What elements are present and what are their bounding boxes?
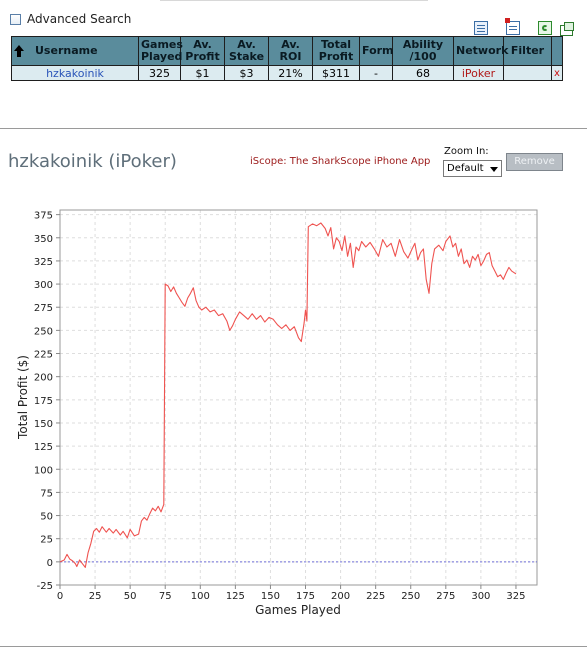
x-tick-label: 175 <box>296 591 315 602</box>
remove-button[interactable]: Remove <box>506 153 563 171</box>
profit-chart: 0 25 50 75 100 125 150 175 200 225 250 275 300 325-25… <box>16 209 538 617</box>
profit-series-line <box>59 222 517 568</box>
remove-row-icon[interactable]: x <box>554 68 560 79</box>
top-divider <box>160 0 428 1</box>
column-header-network[interactable]: Network <box>453 36 508 66</box>
table-icon[interactable] <box>505 18 520 35</box>
x-tick-label: 50 <box>124 591 137 602</box>
x-tick-label: 100 <box>191 591 210 602</box>
y-tick-label: 275 <box>34 303 53 314</box>
x-tick-label: 300 <box>471 591 490 602</box>
cell-form: - <box>359 65 393 81</box>
x-tick-label: 225 <box>366 591 385 602</box>
advanced-search-checkbox[interactable] <box>10 13 21 25</box>
column-header-total-profit[interactable]: Total Profit <box>312 36 360 66</box>
cell-filter <box>503 65 552 81</box>
column-header-av-profit[interactable]: Av. Profit <box>180 36 225 66</box>
column-header-games-played[interactable]: Games Played <box>138 36 183 66</box>
y-tick-label: 175 <box>34 396 53 407</box>
zoom-label: Zoom In: <box>444 146 489 157</box>
cell-games-played: 325 <box>138 65 181 81</box>
x-tick-label: 0 <box>57 591 63 602</box>
x-tick-label: 275 <box>436 591 455 602</box>
page-title: hzkakoinik (iPoker) <box>8 151 177 172</box>
results-table: Username Games Played Av. Profit Av. Sta… <box>11 36 563 81</box>
iscope-link[interactable]: iScope: The SharkScope iPhone App <box>250 156 431 167</box>
x-tick-label: 125 <box>226 591 245 602</box>
y-tick-label: -25 <box>37 581 53 592</box>
y-tick-label: 375 <box>34 211 53 222</box>
table-header-row: Username Games Played Av. Profit Av. Sta… <box>11 36 563 66</box>
bottom-divider <box>0 646 587 647</box>
y-tick-label: 50 <box>40 512 53 523</box>
cell-remove: x <box>551 65 563 81</box>
x-tick-label: 325 <box>506 591 525 602</box>
y-tick-label: 325 <box>34 257 53 268</box>
x-tick-label: 200 <box>331 591 350 602</box>
y-tick-label: 250 <box>34 326 53 337</box>
y-tick-label: 125 <box>34 442 53 453</box>
cell-av-profit: $1 <box>180 65 225 81</box>
y-tick-label: 75 <box>40 488 53 499</box>
sort-ascending-icon[interactable] <box>14 45 25 57</box>
username-link[interactable]: hzkakoinik <box>46 66 104 80</box>
chevron-down-icon <box>490 167 498 172</box>
y-tick-label: 100 <box>34 465 53 476</box>
y-tick-label: 350 <box>34 234 53 245</box>
plot-frame <box>59 209 538 586</box>
x-tick-label: 150 <box>261 591 280 602</box>
column-header-username[interactable]: Username <box>11 36 139 66</box>
column-header-filter: Filter <box>503 36 552 66</box>
y-tick-label: 300 <box>34 280 53 291</box>
y-tick-label: 200 <box>34 373 53 384</box>
table-row: hzkakoinik 325 $1 $3 21% $311 - 68 iPoke… <box>11 65 563 81</box>
column-header-av-roi[interactable]: Av. ROI <box>268 36 313 66</box>
column-header-remove <box>551 36 563 66</box>
network-link[interactable]: iPoker <box>461 66 496 80</box>
chart-ticks: 0 25 50 75 100 125 150 175 200 225 250 275 300 325-25… <box>34 211 526 602</box>
y-tick-label: 25 <box>40 535 53 546</box>
x-tick-label: 75 <box>159 591 172 602</box>
cell-total-profit: $311 <box>312 65 360 81</box>
cell-username: hzkakoinik <box>11 65 139 81</box>
x-tick-label: 250 <box>401 591 420 602</box>
refresh-icon[interactable] <box>538 21 552 35</box>
export-icon[interactable] <box>474 21 488 35</box>
y-axis-label: Total Profit ($) <box>16 355 30 440</box>
zoom-selected-value: Default <box>447 163 484 174</box>
column-header-ability[interactable]: Ability /100 <box>392 36 454 66</box>
cell-network: iPoker <box>453 65 504 81</box>
chart-series <box>59 222 537 568</box>
x-axis-label: Games Played <box>255 603 341 617</box>
y-tick-label: 150 <box>34 419 53 430</box>
column-header-form[interactable]: Form <box>359 36 394 66</box>
advanced-search-label: Advanced Search <box>27 12 132 26</box>
cell-av-roi: 21% <box>268 65 313 81</box>
toolbar <box>0 18 587 40</box>
popout-icon[interactable] <box>560 22 574 36</box>
x-tick-label: 25 <box>89 591 102 602</box>
cell-ability: 68 <box>392 65 454 81</box>
zoom-select[interactable]: Default <box>443 160 502 177</box>
column-header-av-stake[interactable]: Av. Stake <box>224 36 269 66</box>
section-divider <box>0 128 587 129</box>
y-tick-label: 225 <box>34 350 53 361</box>
chart-grid <box>59 210 537 586</box>
cell-av-stake: $3 <box>224 65 269 81</box>
column-header-label: Username <box>35 44 98 57</box>
advanced-search-toggle[interactable]: Advanced Search <box>10 11 131 27</box>
y-tick-label: 0 <box>47 558 53 569</box>
